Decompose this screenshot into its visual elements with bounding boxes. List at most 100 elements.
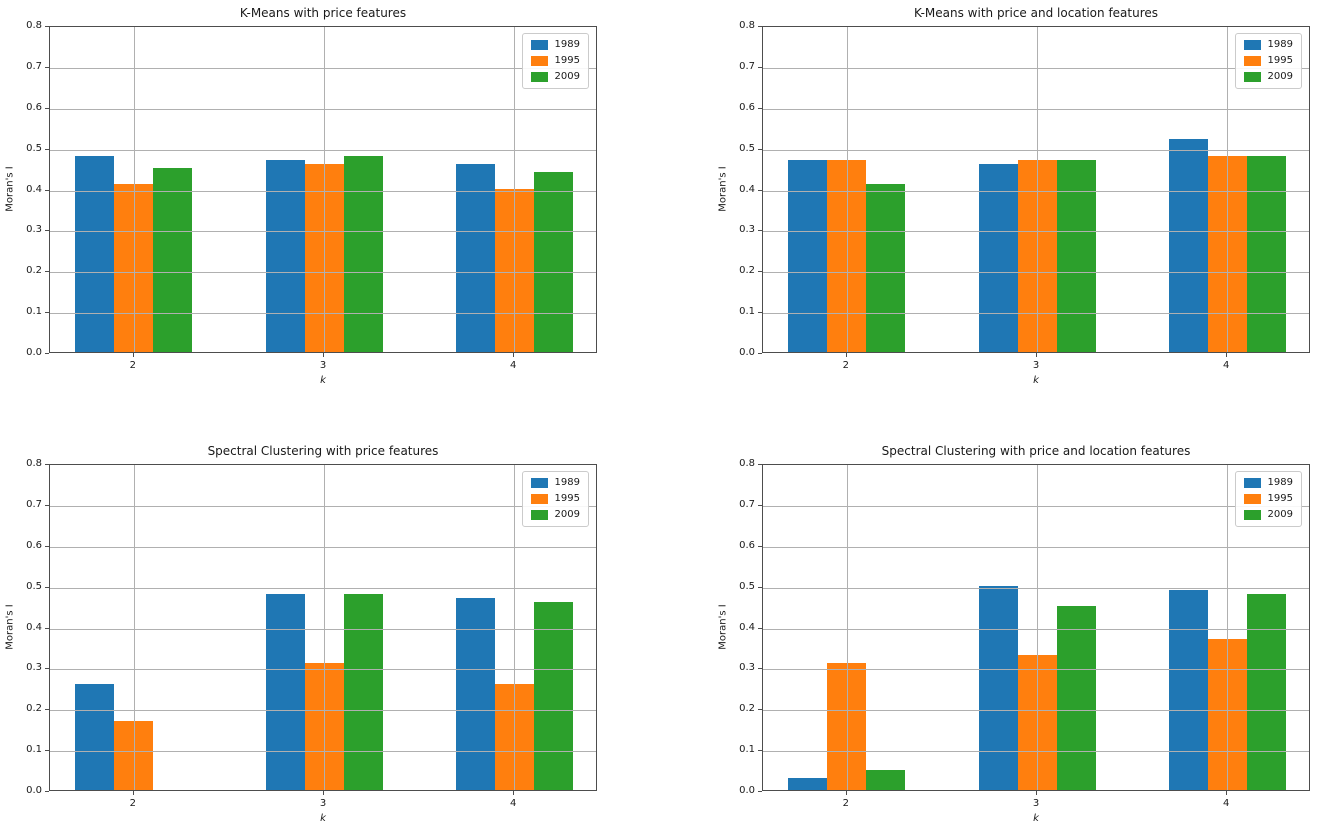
x-tick-label: 2 (129, 798, 137, 809)
y-tick-mark (45, 230, 49, 232)
legend-entry: 2009 (1243, 71, 1293, 83)
y-tick-mark (758, 353, 762, 354)
x-tick-label: 2 (842, 798, 850, 809)
y-tick-label: 0.6 (739, 539, 755, 551)
bar-1989-k2 (75, 683, 115, 790)
legend-swatch-1989 (1243, 40, 1261, 50)
bar-1989-k4 (455, 597, 495, 790)
y-tick-mark (45, 750, 49, 752)
legend-entry: 2009 (1243, 509, 1293, 521)
y-tick-mark (45, 504, 49, 506)
y-tick-mark (758, 66, 762, 68)
x-tick-mark (513, 791, 515, 795)
bar-1989-k2 (788, 159, 828, 352)
bar-1989-k3 (265, 593, 305, 790)
y-tick-mark (758, 189, 762, 191)
legend-swatch-1995 (530, 494, 548, 504)
y-tick-mark (45, 464, 49, 465)
grid-line (763, 546, 1309, 548)
legend-swatch-1995 (1243, 56, 1261, 66)
legend-swatch-1989 (1243, 478, 1261, 488)
y-tick-label: 0.0 (26, 785, 42, 796)
x-tick-label: 2 (842, 360, 850, 371)
y-tick-label: 0.0 (739, 785, 755, 796)
y-tick-mark (758, 750, 762, 752)
x-tick-label: 3 (319, 360, 327, 371)
grid-line (50, 313, 596, 315)
y-tick-label: 0.1 (739, 306, 755, 318)
x-tick-label: 3 (1032, 360, 1040, 371)
y-tick-label: 0.8 (26, 458, 42, 469)
bar-1989-k2 (788, 777, 828, 790)
y-tick-label: 0.2 (739, 265, 755, 277)
y-tick-label: 0.8 (739, 458, 755, 469)
legend-label: 1995 (1267, 493, 1293, 504)
x-axis-label: k (1033, 375, 1039, 386)
bar-2009-k3 (1056, 606, 1096, 790)
x-tick-mark (1226, 353, 1228, 357)
legend-label: 1989 (554, 477, 580, 488)
y-tick-label: 0.3 (739, 662, 755, 674)
grid-line (846, 27, 848, 352)
bar-2009-k4 (1246, 593, 1286, 790)
y-tick-mark (758, 312, 762, 314)
y-tick-mark (45, 26, 49, 27)
y-tick-label: 0.3 (26, 662, 42, 674)
grid-line (50, 67, 596, 69)
legend: 1989 1995 2009 (521, 471, 589, 527)
grid-line (763, 628, 1309, 630)
y-tick-mark (45, 668, 49, 670)
y-tick-mark (45, 148, 49, 150)
y-tick-mark (758, 107, 762, 109)
legend-swatch-2009 (530, 510, 548, 520)
y-tick-mark (758, 627, 762, 629)
legend-swatch-1989 (530, 40, 548, 50)
y-tick-label: 0.5 (26, 142, 42, 154)
plot-area: 1989 1995 2009 (762, 464, 1310, 791)
grid-line (763, 231, 1309, 233)
legend-label: 1989 (554, 39, 580, 50)
grid-line (50, 231, 596, 233)
grid-line (324, 27, 325, 352)
x-tick-mark (1036, 353, 1037, 357)
y-tick-label: 0.7 (739, 60, 755, 72)
y-tick-mark (45, 791, 49, 792)
y-tick-label: 0.1 (739, 744, 755, 756)
y-tick-mark (758, 504, 762, 506)
y-tick-mark (45, 271, 49, 273)
x-axis-label: k (1033, 813, 1039, 824)
legend-swatch-1989 (530, 478, 548, 488)
y-tick-label: 0.0 (739, 347, 755, 358)
x-tick-label: 3 (1032, 798, 1040, 809)
grid-line (763, 313, 1309, 315)
grid-line (1227, 465, 1229, 790)
grid-line (763, 751, 1309, 753)
bar-2009-k4 (1246, 155, 1286, 352)
y-tick-mark (758, 709, 762, 711)
x-tick-label: 4 (1222, 798, 1230, 809)
chart-title: K-Means with price and location features (913, 6, 1159, 20)
x-tick-label: 4 (1222, 360, 1230, 371)
grid-line (324, 465, 325, 790)
x-tick-mark (132, 353, 134, 357)
bar-1989-k2 (75, 155, 115, 352)
grid-line (514, 465, 516, 790)
legend-entry: 1995 (1243, 55, 1293, 67)
chart-title: K-Means with price features (239, 6, 407, 20)
x-tick-label: 3 (319, 798, 327, 809)
x-tick-mark (513, 353, 515, 357)
grid-line (133, 465, 135, 790)
y-tick-mark (45, 312, 49, 314)
plot-area: 1989 1995 2009 (762, 26, 1310, 353)
y-tick-mark (758, 148, 762, 150)
legend-swatch-1995 (1243, 494, 1261, 504)
grid-line (1227, 27, 1229, 352)
legend-swatch-2009 (1243, 510, 1261, 520)
grid-line (763, 587, 1309, 589)
y-tick-mark (758, 26, 762, 27)
y-tick-label: 0.8 (739, 20, 755, 31)
y-tick-mark (45, 66, 49, 68)
